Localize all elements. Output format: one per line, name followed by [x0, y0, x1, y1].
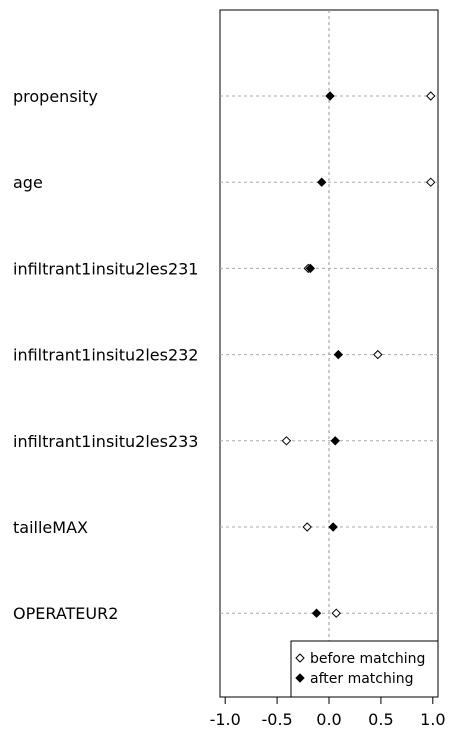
- row-label: infiltrant1insitu2les233: [13, 432, 198, 451]
- x-tick-label: -0.5: [261, 710, 292, 729]
- after-matching-point: [317, 177, 327, 187]
- before-matching-point: [426, 91, 436, 101]
- row-label: tailleMAX: [13, 518, 88, 537]
- row-label: infiltrant1insitu2les231: [13, 259, 198, 278]
- x-tick-label: 0.5: [368, 710, 393, 729]
- legend-label: before matching: [310, 651, 425, 667]
- x-axis: -1.0 -0.5 0.0 0.5 1.0: [210, 696, 446, 729]
- x-tick-label: 0.0: [316, 710, 341, 729]
- before-matching-point: [373, 349, 383, 360]
- after-matching-point: [328, 522, 338, 532]
- legend-before-marker: [295, 653, 305, 663]
- after-matching-point: [311, 608, 322, 618]
- after-matching-point: [305, 263, 316, 274]
- x-tick-label: 1.0: [420, 710, 445, 729]
- legend-box: [290, 640, 439, 698]
- row-label: infiltrant1insitu2les232: [13, 346, 198, 365]
- legend-label: after matching: [310, 671, 414, 687]
- row-label: OPERATEUR2: [13, 604, 118, 623]
- plot-area: [219, 9, 439, 698]
- row-label: age: [13, 173, 43, 192]
- before-matching-point: [281, 436, 292, 446]
- row-label: propensity: [13, 87, 98, 106]
- legend: before matching after matching: [290, 640, 439, 698]
- before-matching-point: [426, 177, 436, 187]
- after-matching-point: [330, 436, 340, 446]
- row-labels: propensity age infiltrant1insitu2les231 inf…: [13, 87, 198, 623]
- before-matching-point: [331, 608, 341, 618]
- legend-after-marker: [295, 673, 305, 683]
- after-matching-point: [333, 349, 344, 360]
- after-matching-point: [325, 91, 335, 101]
- x-tick-label: -1.0: [210, 710, 241, 729]
- before-matching-point: [302, 522, 312, 532]
